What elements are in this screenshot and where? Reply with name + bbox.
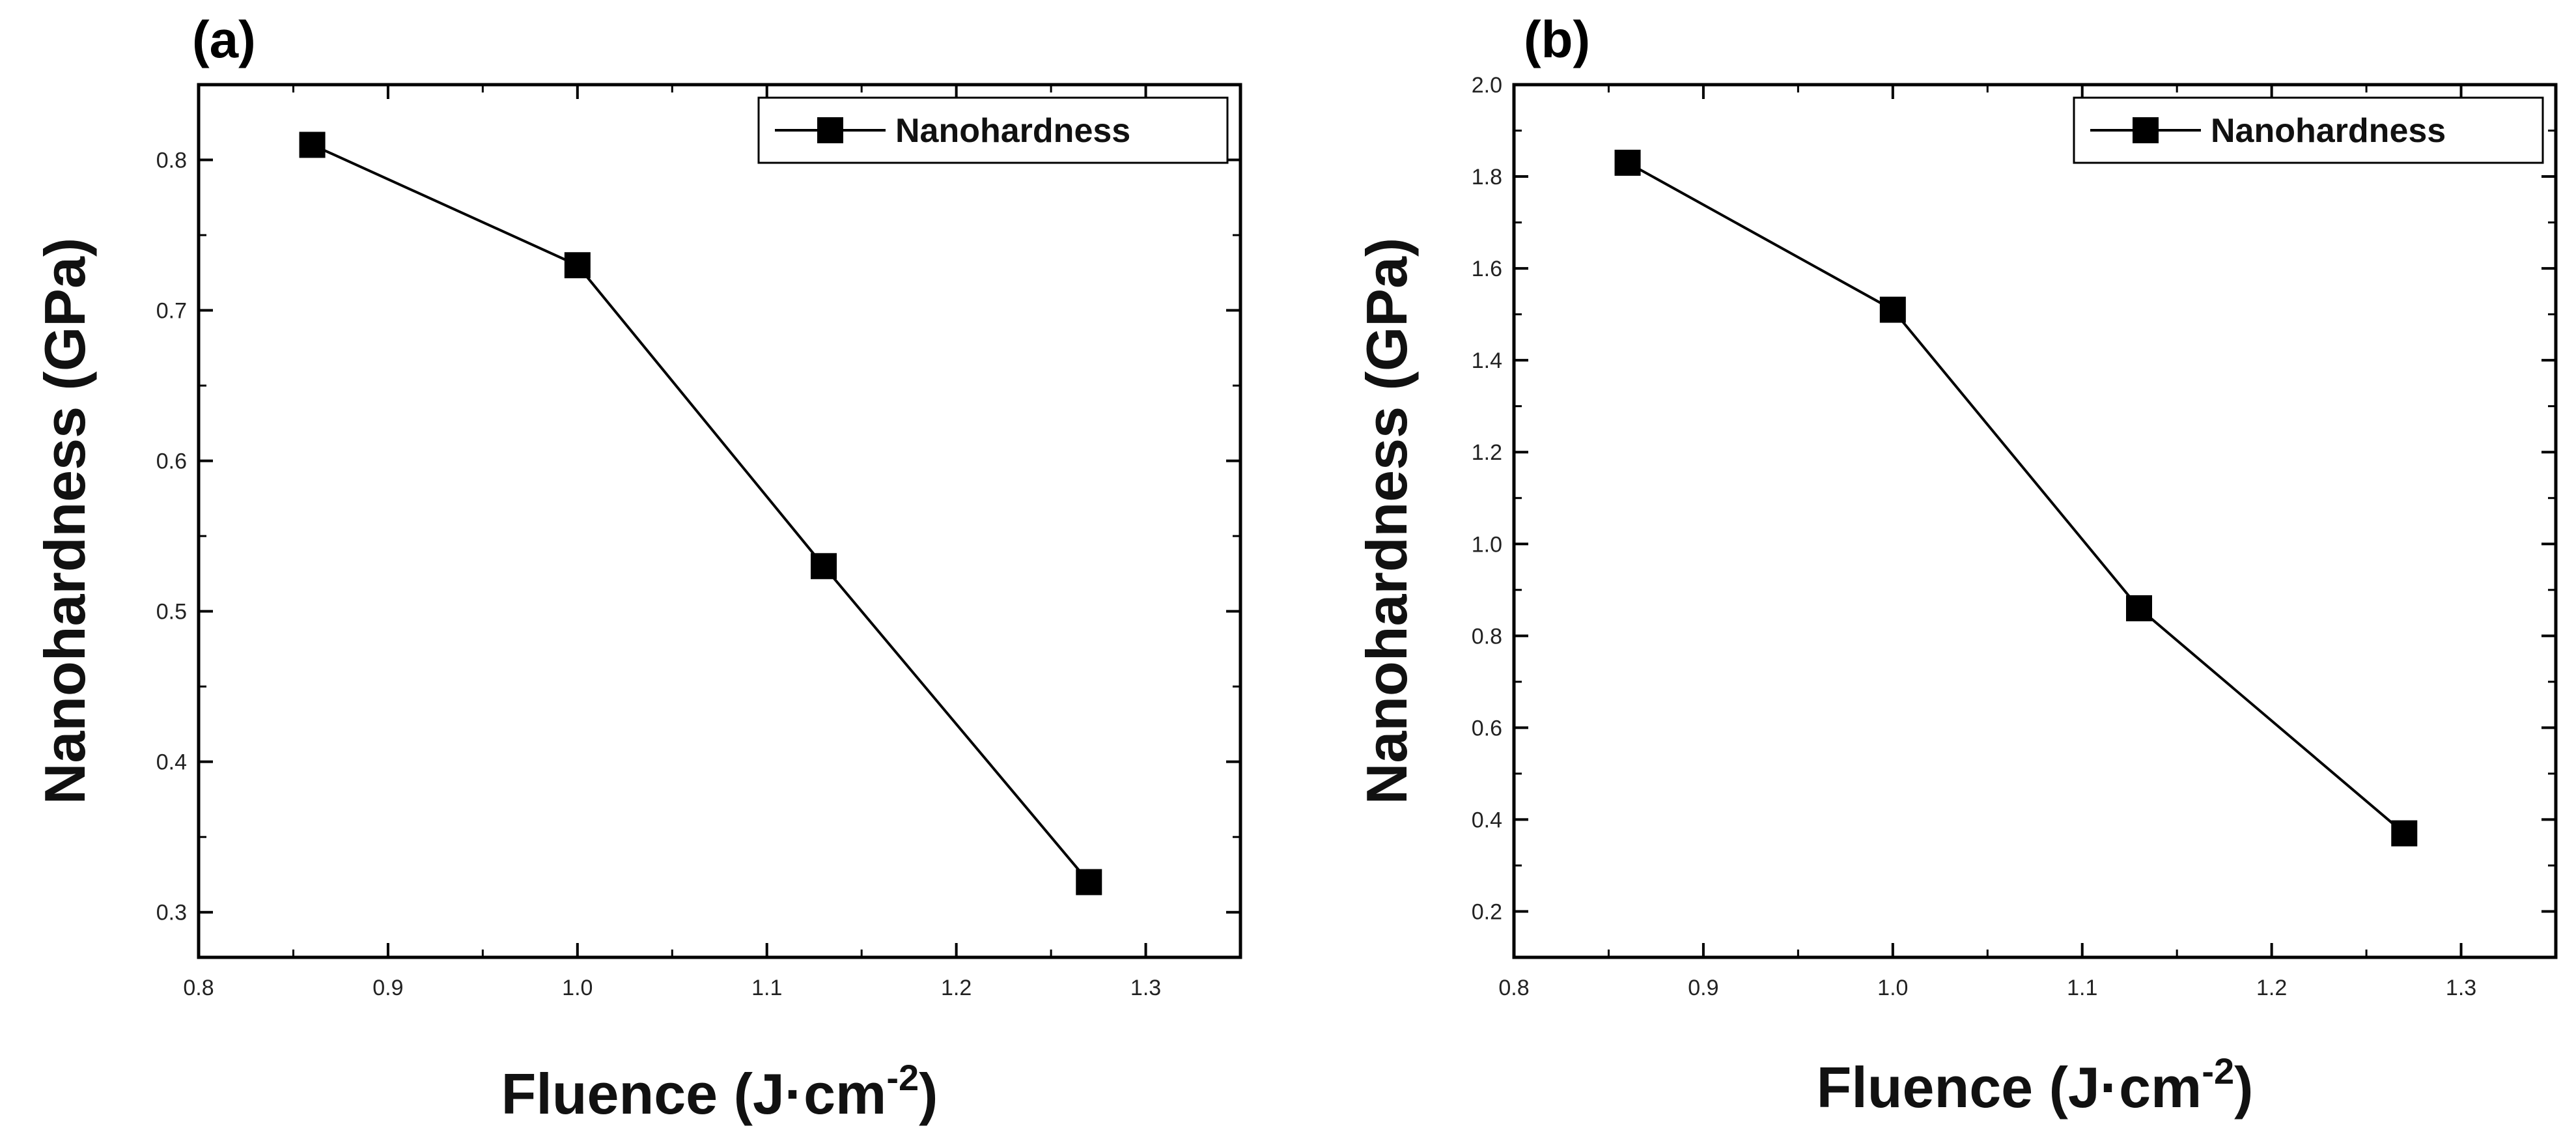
y-tick-label-b: 1.8 — [1472, 165, 1502, 190]
series-line-b — [1627, 162, 2405, 835]
y-axis-ticks-b: 0.2 0.4 0.6 0.8 1.0 1.2 1.4 1.6 1.8 2.0 — [1472, 73, 2556, 959]
data-point-a — [1076, 869, 1102, 895]
y-axis-title-a: Nanohardness (GPa) — [33, 238, 97, 804]
y-tick-label-b: 0.2 — [1472, 899, 1502, 924]
y-tick-label-b: 1.2 — [1472, 440, 1502, 465]
y-tick-label-b: 1.4 — [1472, 348, 1502, 373]
plot-frame-a — [197, 83, 1242, 959]
data-point-a — [299, 132, 326, 158]
x-tick-label-a: 1.0 — [562, 976, 593, 1000]
y-tick-label-b: 1.0 — [1472, 532, 1502, 557]
x-tick-label-a: 1.2 — [941, 976, 972, 1000]
series-line-a — [311, 143, 1090, 883]
data-point-a — [564, 252, 591, 279]
legend-a: Nanohardness — [757, 96, 1229, 164]
y-tick-label-a: 0.7 — [156, 299, 187, 324]
y-tick-label-a: 0.6 — [156, 449, 187, 474]
y-tick-label-b: 0.8 — [1472, 624, 1502, 649]
panel-label-a: (a) — [192, 10, 256, 68]
panel-label-b: (b) — [1524, 10, 1590, 68]
y-tick-label-a: 0.3 — [156, 901, 187, 925]
x-axis-ticks-b: 0.8 0.9 1.0 1.1 1.2 1.3 — [1498, 85, 2476, 1000]
x-axis-title-a: Fluence (J·cm-2) — [501, 1057, 938, 1126]
x-tick-label-a: 0.9 — [372, 976, 403, 1000]
y-tick-label-a: 0.8 — [156, 148, 187, 173]
x-tick-label-b: 1.2 — [2256, 976, 2287, 1000]
legend-marker-b — [2133, 117, 2159, 143]
data-point-b — [1879, 296, 1906, 323]
legend-marker-a — [817, 117, 843, 143]
legend-b: Nanohardness — [2073, 96, 2544, 164]
x-tick-label-b: 1.0 — [1877, 976, 1908, 1000]
x-tick-label-b: 1.1 — [2067, 976, 2097, 1000]
y-tick-label-b: 1.6 — [1472, 257, 1502, 281]
data-point-b — [2391, 820, 2418, 847]
y-tick-label-b: 2.0 — [1472, 73, 1502, 98]
data-point-b — [1614, 149, 1641, 176]
x-axis-ticks-a: 0.8 0.9 1.0 1.1 1.2 1.3 — [183, 85, 1161, 1000]
y-tick-label-a: 0.4 — [156, 750, 187, 775]
x-tick-label-a: 1.3 — [1130, 976, 1161, 1000]
legend-label-a: Nanohardness — [895, 112, 1130, 150]
x-tick-label-a: 0.8 — [183, 976, 214, 1000]
y-axis-ticks-a: 0.3 0.4 0.5 0.6 0.7 0.8 — [156, 83, 1240, 925]
y-tick-label-b: 0.6 — [1472, 716, 1502, 740]
data-point-b — [2126, 595, 2152, 621]
y-tick-label-a: 0.5 — [156, 600, 187, 625]
chart-panel-a: (a) 0.8 0.9 1.0 1.1 1.2 1.3 0.30.40.50.60.70.… — [33, 10, 1242, 1126]
y-axis-title-b: Nanohardness (GPa) — [1354, 238, 1419, 804]
x-tick-label-b: 0.8 — [1498, 976, 1529, 1000]
x-tick-label-b: 0.9 — [1688, 976, 1718, 1000]
legend-label-b: Nanohardness — [2211, 112, 2446, 150]
chart-panel-b: (b) 0.8 0.9 1.0 1.1 1.2 1.3 0.2 0.4 0.6 0.8 1.0 1.… — [1354, 10, 2558, 1120]
series-b — [1614, 149, 2418, 847]
x-tick-label-b: 1.3 — [2446, 976, 2476, 1000]
x-axis-title-b: Fluence (J·cm-2) — [1817, 1050, 2254, 1120]
y-tick-label-b: 0.4 — [1472, 808, 1502, 832]
plot-frame-b — [1512, 83, 2558, 959]
series-a — [299, 132, 1102, 895]
data-point-a — [811, 553, 837, 580]
x-tick-label-a: 1.1 — [751, 976, 782, 1000]
